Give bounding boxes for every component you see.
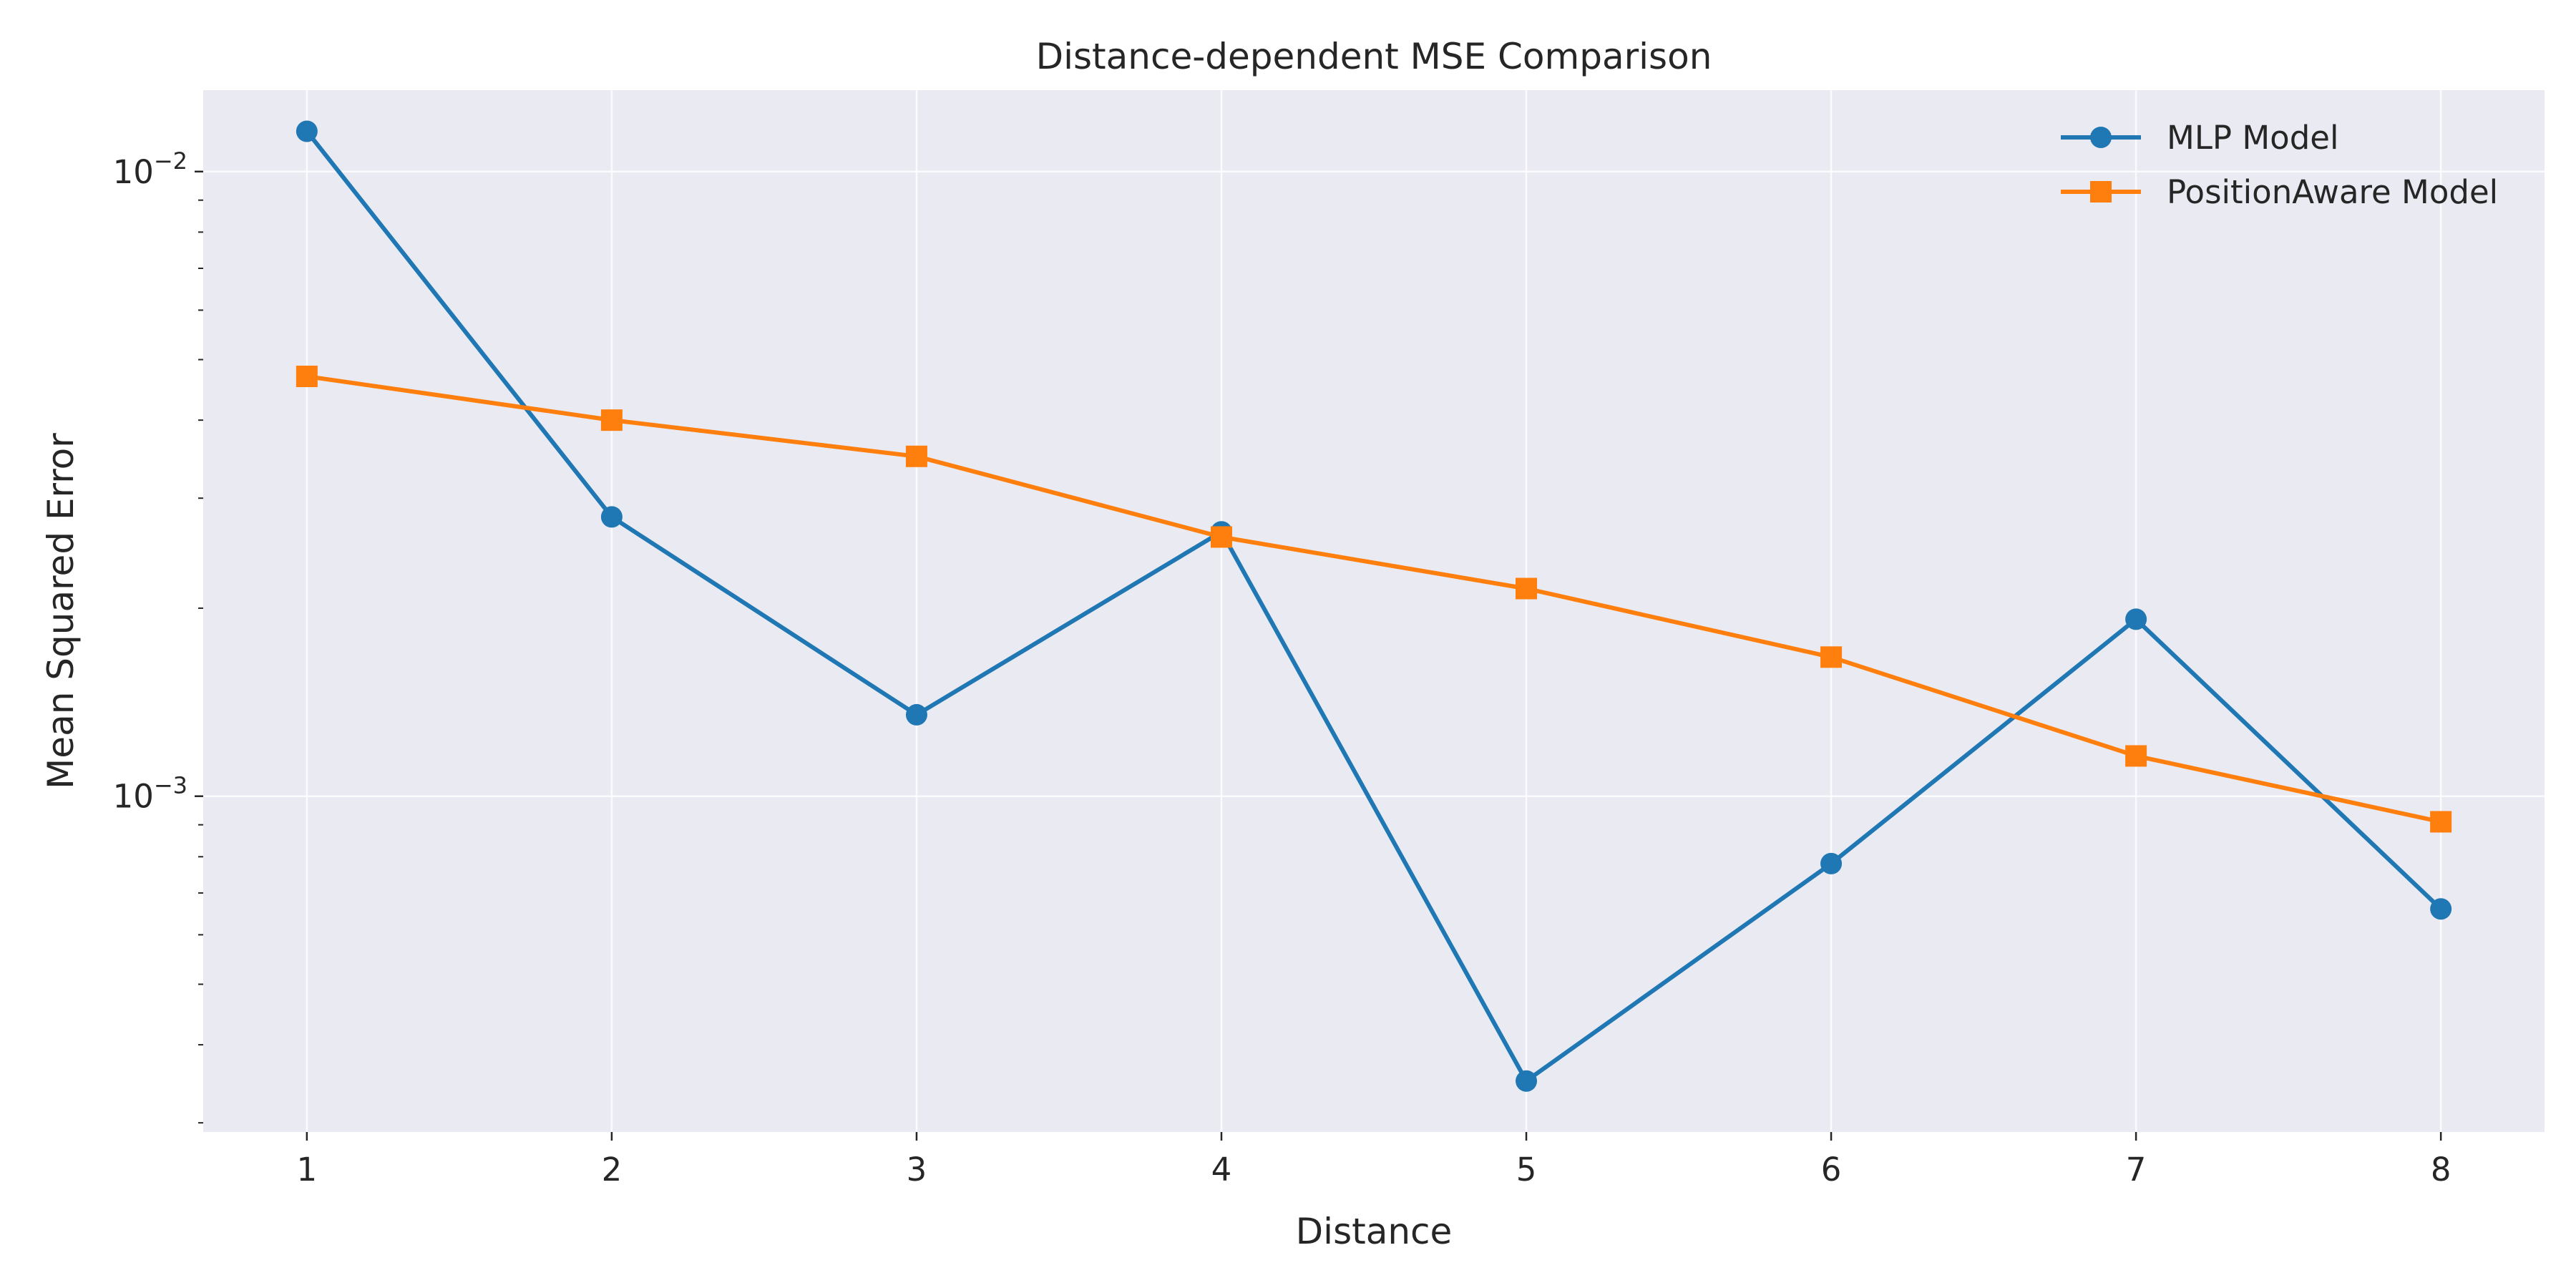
data-point <box>1820 852 1843 874</box>
x-tick-label: 4 <box>1211 1151 1232 1189</box>
data-point <box>296 120 318 142</box>
series-line <box>306 374 2441 824</box>
x-axis-label: Distance <box>1296 1211 1453 1252</box>
axes: 1 2 3 4 5 6 7 8 10−2 10−3 <box>113 147 2451 1189</box>
data-point <box>905 445 927 467</box>
legend: MLP Model PositionAware Model <box>2061 119 2498 211</box>
x-tick-label: 7 <box>2126 1151 2147 1189</box>
data-point <box>1210 526 1232 548</box>
grid <box>203 90 2545 1132</box>
legend-label: MLP Model <box>2167 119 2338 157</box>
x-tick-label: 2 <box>602 1151 623 1189</box>
data-point <box>905 703 927 726</box>
data-point <box>296 366 318 388</box>
data-point <box>1516 577 1538 600</box>
chart-title: Distance-dependent MSE Comparison <box>1036 36 1712 77</box>
x-tick-label: 5 <box>1516 1151 1537 1189</box>
legend-marker <box>2090 127 2112 148</box>
plot-area <box>203 90 2545 1132</box>
x-tick-label: 6 <box>1821 1151 1842 1189</box>
legend-marker <box>2090 181 2112 203</box>
data-point <box>600 409 623 431</box>
y-axis-label: Mean Squared Error <box>40 433 82 789</box>
data-point <box>2430 811 2452 833</box>
series-1 <box>296 120 2452 1092</box>
data-point <box>2125 745 2147 767</box>
data-point <box>600 506 623 528</box>
data-point <box>1516 1070 1538 1092</box>
legend-label: PositionAware Model <box>2167 173 2498 211</box>
series-layer <box>296 120 2452 1092</box>
x-tick-label: 3 <box>907 1151 927 1189</box>
data-point <box>2430 898 2452 920</box>
data-point <box>2125 608 2147 630</box>
series-line <box>305 130 2443 1083</box>
y-tick-label: 10−2 <box>113 147 187 191</box>
series-2 <box>296 366 2452 833</box>
data-point <box>1820 646 1843 668</box>
y-tick-label: 10−3 <box>113 772 187 816</box>
x-tick-label: 1 <box>297 1151 318 1189</box>
x-tick-label: 8 <box>2431 1151 2451 1189</box>
